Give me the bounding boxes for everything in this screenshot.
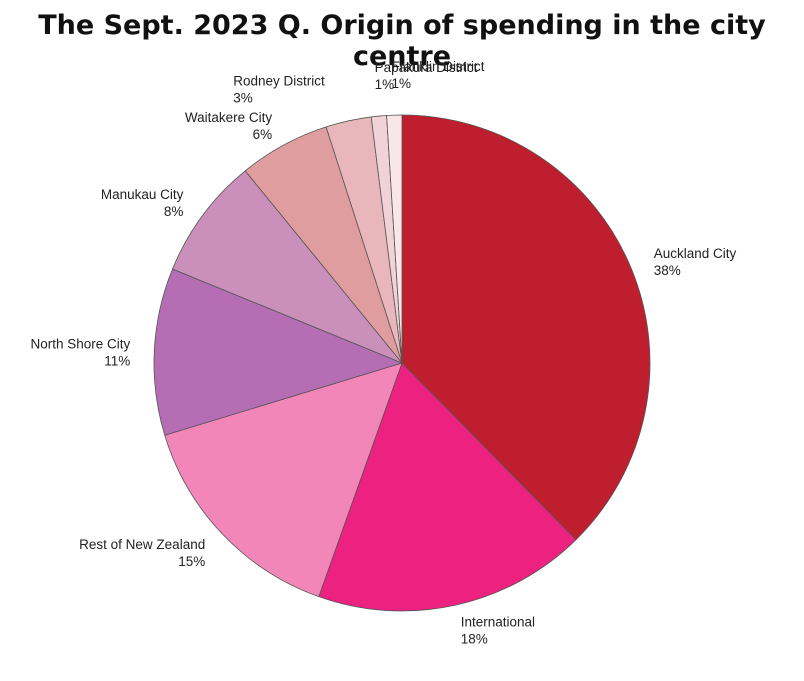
slice-auckland-city [401,114,651,541]
slice-label-value: 11% [104,353,130,368]
slice-label-value: 3% [233,90,253,105]
slice-label-value: 1% [375,77,395,92]
slice-label-manukau-city: Manukau City 8% [101,187,184,219]
slice-franklin-district [386,114,403,364]
slice-label-value: 38% [654,263,681,278]
slice-label-name: Rodney District [233,73,325,88]
slice-label-value: 15% [178,554,205,569]
slice-label-international: International 18% [461,615,535,647]
slice-label-waitakere-city: Waitakere City 6% [185,110,273,142]
pie-slices [153,114,651,612]
slice-labels: Auckland City 38% International 18% Rest of … [30,59,736,646]
slice-label-value: 18% [461,632,488,647]
slice-label-rodney-district: Rodney District 3% [233,73,325,105]
slice-label-north-shore-city: North Shore City 11% [30,336,130,368]
slice-label-name: Franklin District [392,59,485,74]
slice-label-name: Waitakere City [185,110,273,125]
slice-rest-of-new-zealand [164,362,403,598]
slice-label-name: Papakura District [375,60,478,75]
slice-label-name: North Shore City [30,336,130,351]
slice-label-auckland-city: Auckland City 38% [654,246,737,278]
slice-label-rest-of-new-zealand: Rest of New Zealand 15% [79,537,205,569]
slice-label-value: 1% [392,76,412,91]
slice-label-franklin-district: Franklin District 1% [392,59,485,91]
slice-north-shore-city [153,268,404,436]
slice-label-value: 8% [164,204,184,219]
slice-label-value: 6% [253,127,273,142]
slice-label-name: International [461,615,535,630]
slice-label-name: Auckland City [654,246,737,261]
slice-label-name: Manukau City [101,187,184,202]
slice-international [318,362,577,612]
chart-title: The Sept. 2023 Q. Origin of spending in … [38,10,766,72]
slice-manukau-city [171,170,403,364]
slice-label-name: Rest of New Zealand [79,537,205,552]
